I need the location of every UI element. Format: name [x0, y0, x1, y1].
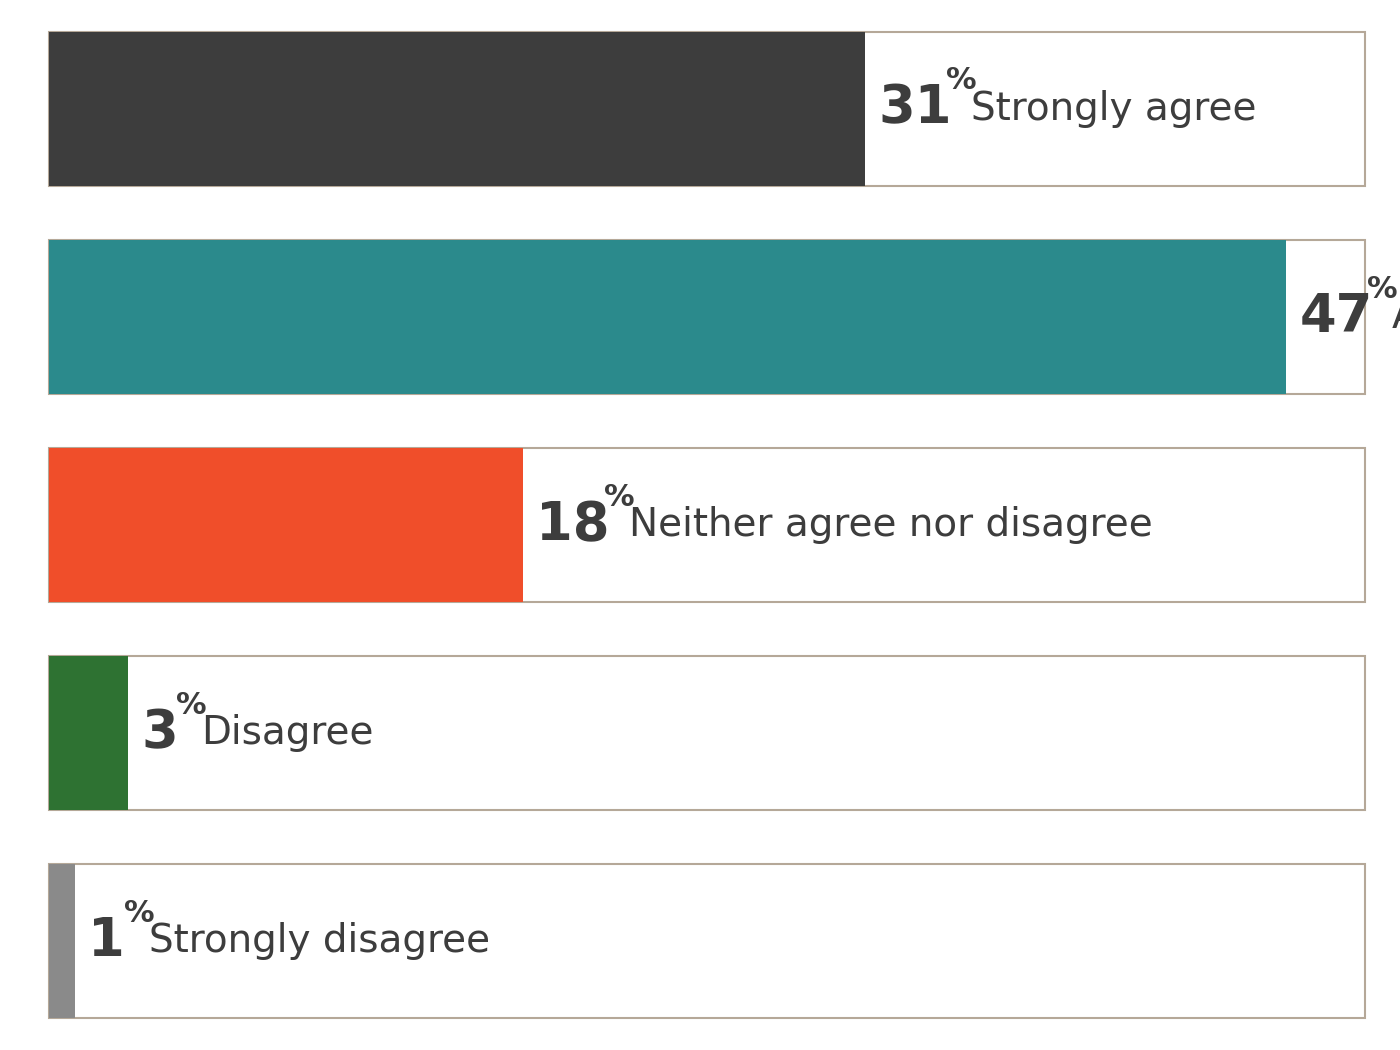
Text: 31: 31 [878, 83, 952, 134]
Text: %: % [123, 899, 154, 928]
Text: Disagree: Disagree [202, 714, 374, 752]
Text: 47: 47 [1299, 291, 1372, 342]
Bar [49, 32, 865, 186]
Text: %: % [946, 66, 977, 96]
Bar [49, 448, 522, 602]
Text: 18: 18 [536, 499, 609, 551]
Bar [49, 864, 76, 1018]
Text: Strongly agree: Strongly agree [970, 89, 1256, 128]
Text: 3: 3 [141, 708, 178, 759]
Text: %: % [1368, 274, 1399, 303]
Text: Strongly disagree: Strongly disagree [148, 922, 490, 961]
Text: Agree: Agree [1392, 298, 1400, 336]
Bar [49, 656, 127, 811]
Text: %: % [603, 483, 634, 511]
Text: 1: 1 [88, 916, 125, 967]
Text: Neither agree nor disagree: Neither agree nor disagree [629, 506, 1152, 544]
Text: %: % [176, 691, 207, 720]
